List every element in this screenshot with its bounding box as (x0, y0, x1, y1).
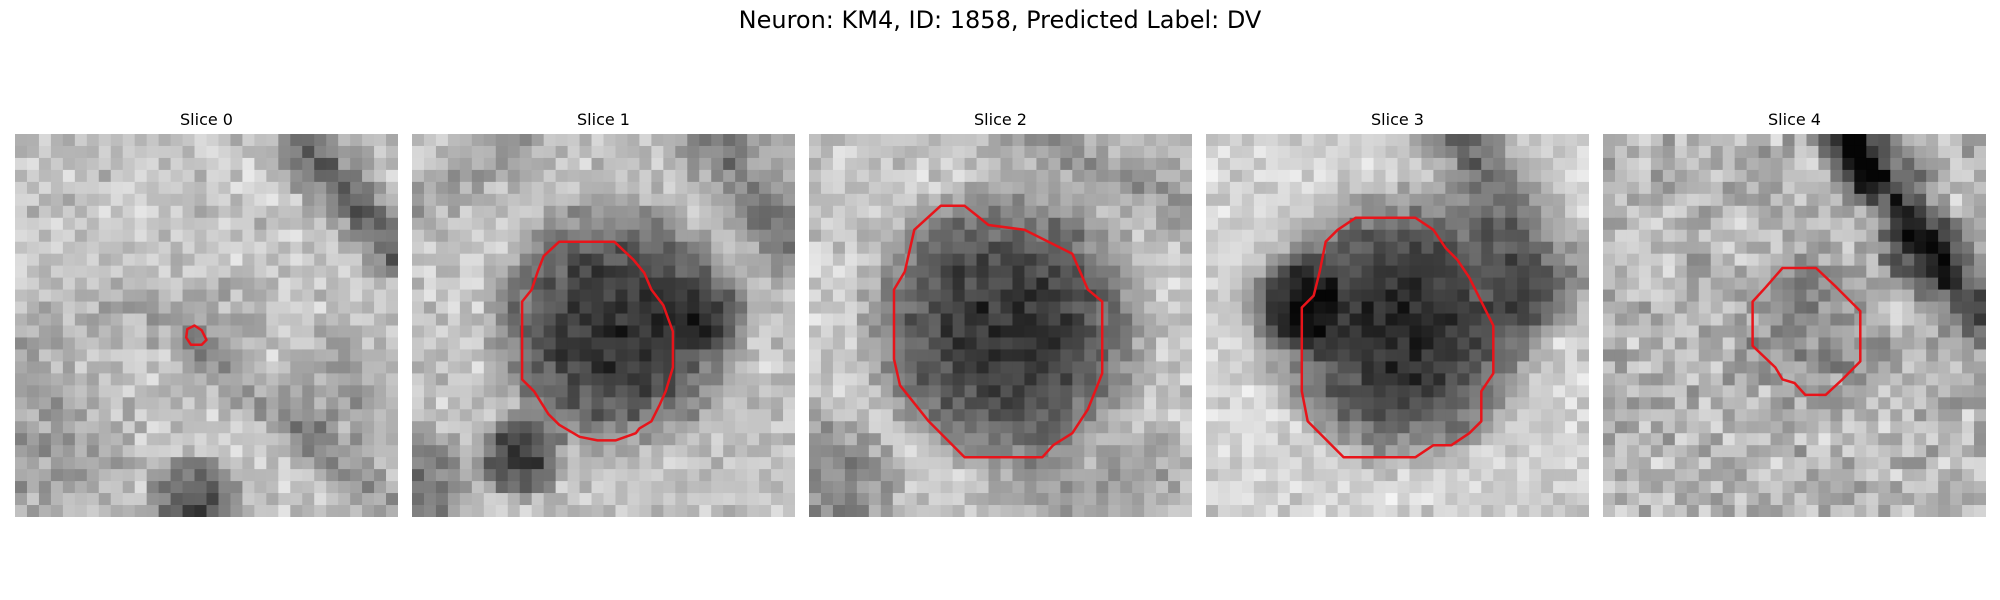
slice-3-title: Slice 3 (1371, 110, 1424, 129)
micrograph-pixels (15, 134, 398, 517)
slice-0-title: Slice 0 (180, 110, 233, 129)
roi-outline (892, 204, 1104, 459)
figure-title: Neuron: KM4, ID: 1858, Predicted Label: … (738, 6, 1262, 34)
micrograph-pixels (1603, 134, 1986, 517)
roi-outline (1300, 216, 1495, 459)
slice-1-image (412, 134, 795, 517)
micrograph-pixels (1206, 134, 1589, 517)
slice-3-image (1206, 134, 1589, 517)
slice-4-title: Slice 4 (1768, 110, 1821, 129)
micrograph-pixels (412, 134, 795, 517)
slice-4-image (1603, 134, 1986, 517)
slice-2-title: Slice 2 (974, 110, 1027, 129)
roi-outline (520, 240, 675, 442)
roi-outline (1751, 266, 1862, 397)
micrograph-pixels (809, 134, 1192, 517)
roi-outline (184, 324, 208, 346)
slice-2-image (809, 134, 1192, 517)
slice-1-title: Slice 1 (577, 110, 630, 129)
slice-0-image (15, 134, 398, 517)
